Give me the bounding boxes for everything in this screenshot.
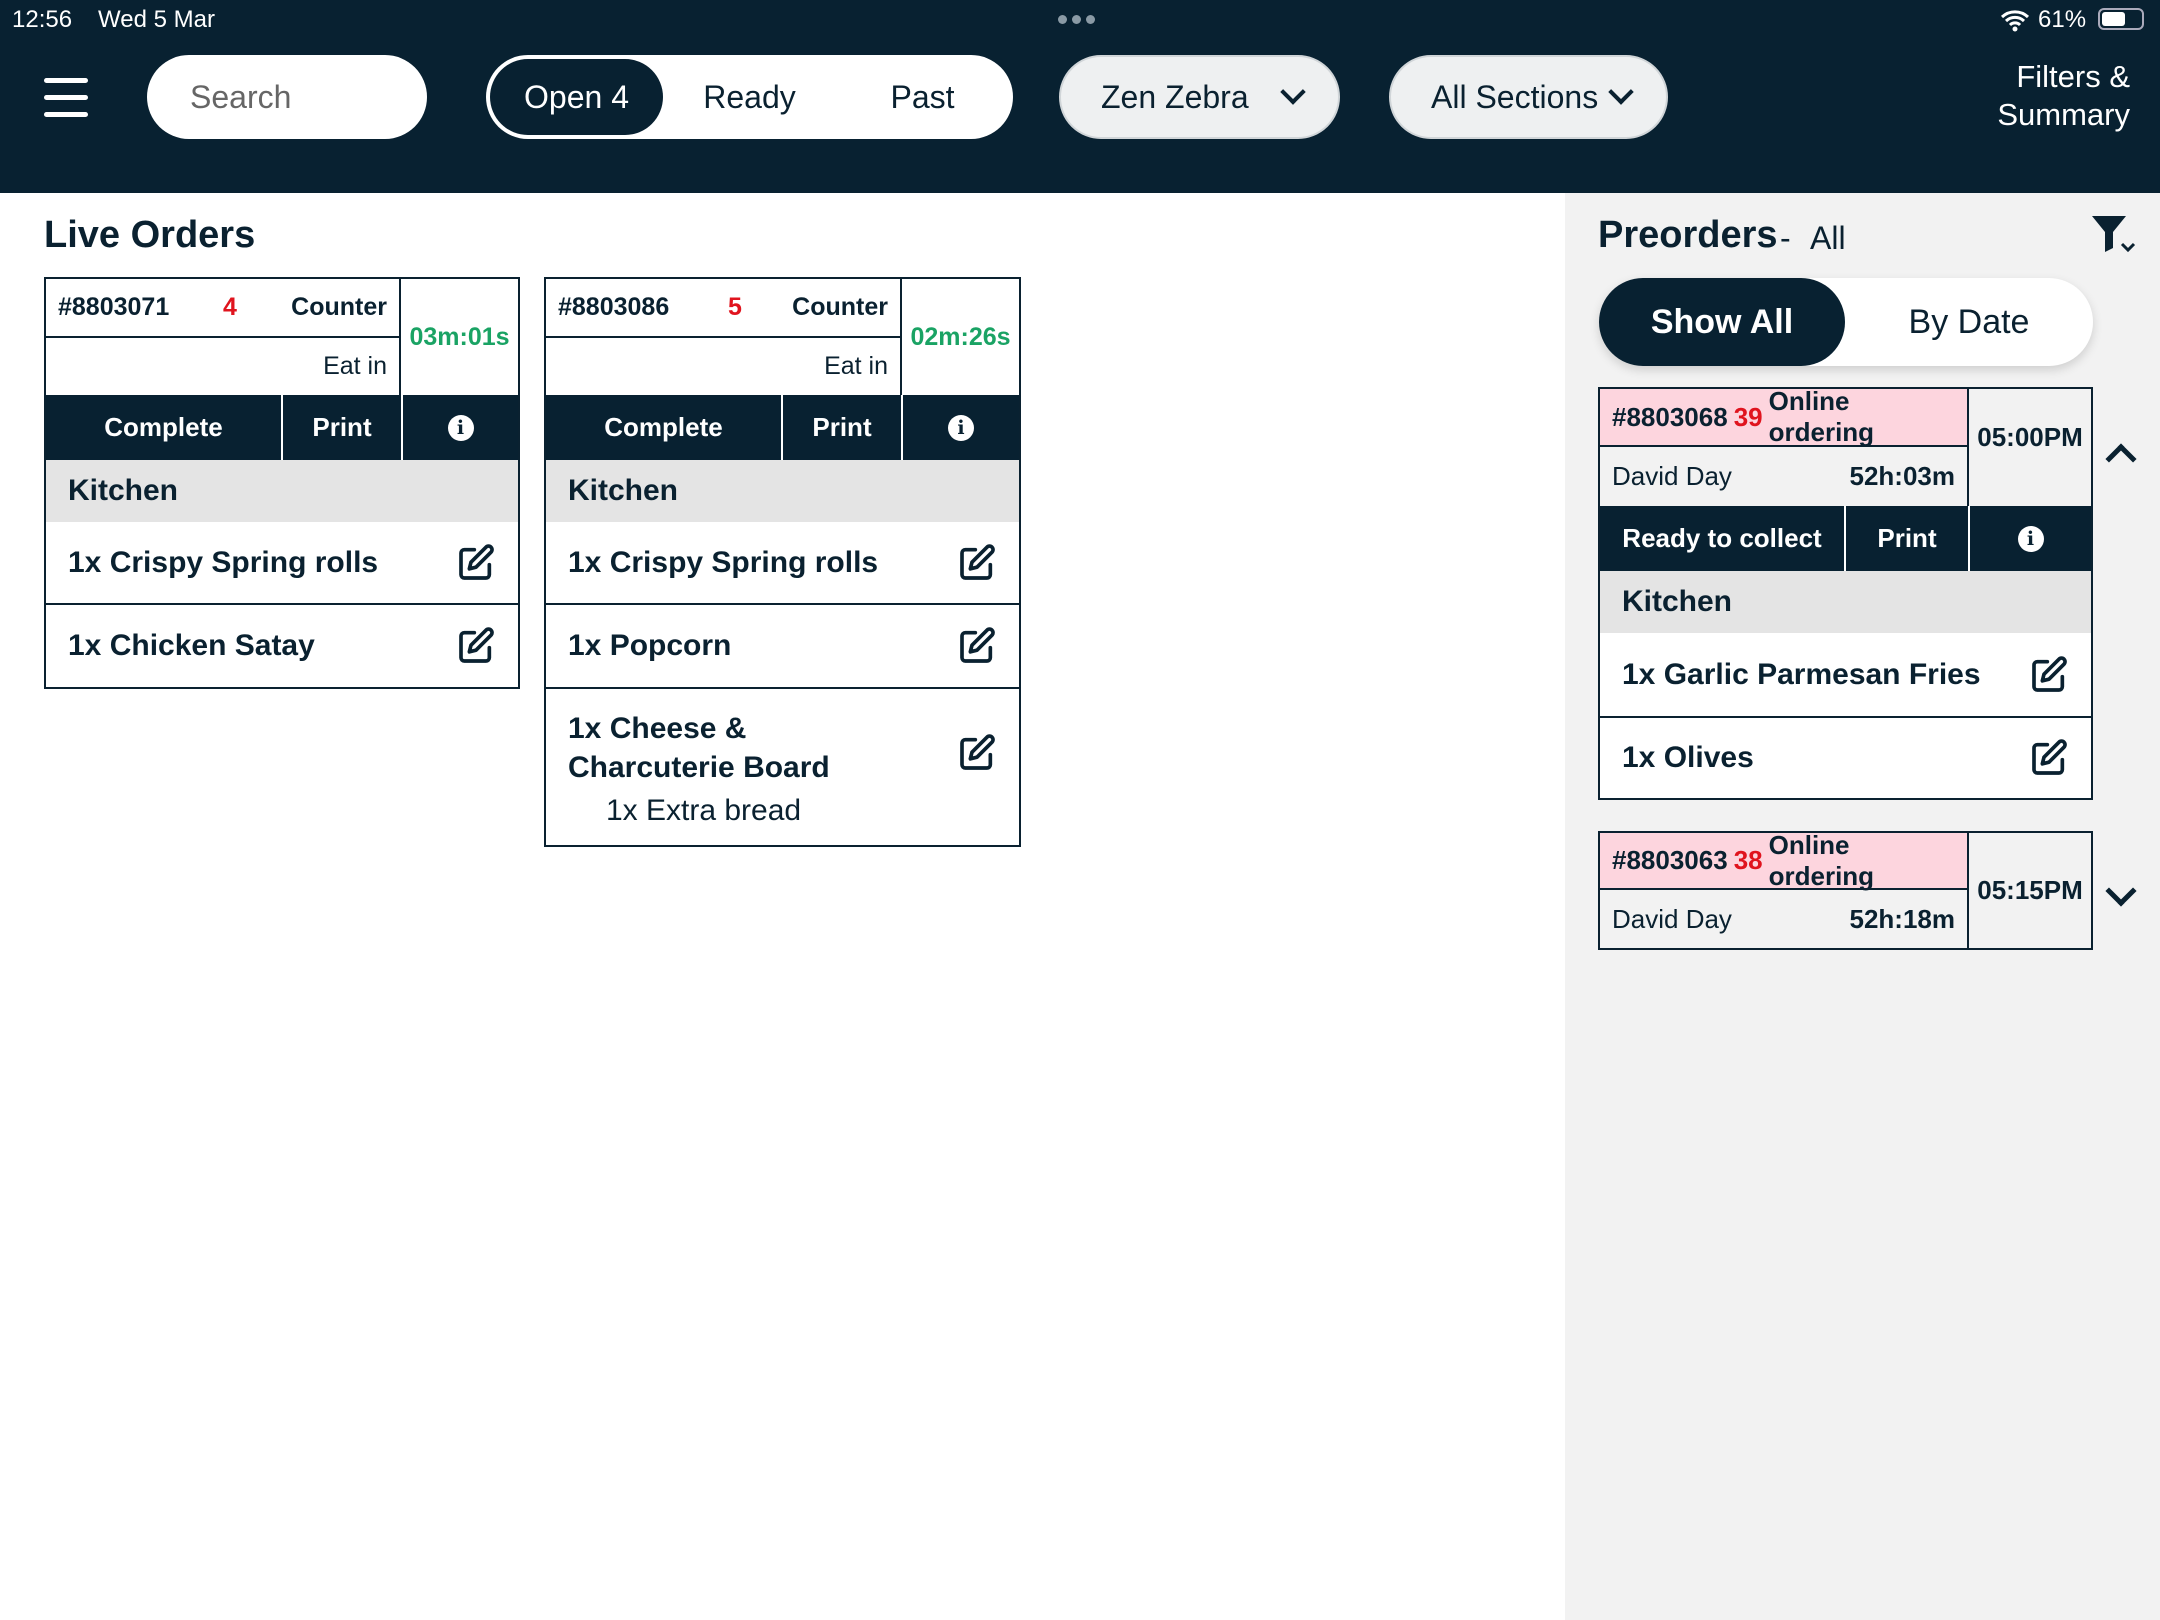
tab-open[interactable]: Open 4 [490,59,663,135]
print-button[interactable]: Print [1846,506,1970,571]
order-id: #8803071 [58,293,170,321]
section-header: Kitchen [546,460,1019,522]
item-name: 1x Chicken Satay [68,629,315,662]
item-name: 1x Popcorn [568,629,732,662]
order-timer: 02m:26s [910,322,1011,351]
sections-dropdown[interactable]: All Sections [1389,55,1668,139]
order-item: 1x Olives [1600,716,2091,798]
menu-icon[interactable] [44,78,88,117]
item-name: 1x Olives [1622,741,1754,774]
edit-icon[interactable] [2029,738,2069,778]
preorders-title: Preorders [1598,214,1778,256]
section-header: Kitchen [1600,571,2091,633]
tab-ready[interactable]: Ready [703,78,796,115]
multitasking-dots-icon[interactable] [1058,15,1095,24]
status-date: Wed 5 Mar [98,6,215,33]
filter-icon[interactable] [2090,214,2136,256]
edit-icon[interactable] [957,543,997,583]
edit-icon[interactable] [456,626,496,666]
venue-label: Zen Zebra [1101,78,1249,115]
print-button[interactable]: Print [283,395,403,460]
edit-icon[interactable] [957,733,997,773]
print-button[interactable]: Print [783,395,903,460]
order-item: 1x Cheese & Charcuterie Board 1x Extra br… [546,687,1019,845]
complete-button[interactable]: Complete [46,395,283,460]
by-date-toggle[interactable]: By Date [1908,302,2030,341]
top-bar: 12:56 Wed 5 Mar 61% Search Open 4 Ready … [0,0,2160,193]
preorders-view-toggle: Show All By Date [1599,278,2093,366]
preorder-card: #8803063 38 Online ordering David Day 52h:1… [1598,829,2093,950]
live-orders-title: Live Orders [44,214,256,256]
battery-icon [2098,8,2144,30]
filters-label: Filters & [2016,59,2130,94]
section-header: Kitchen [46,460,518,522]
customer-name: David Day [1612,461,1732,491]
filters-summary-button[interactable]: Filters & Summary [1997,58,2130,134]
tab-past[interactable]: Past [890,78,955,115]
customer-name: David Day [1612,903,1732,934]
order-type: Eat in [824,352,888,380]
wifi-icon [2000,10,2030,32]
edit-icon[interactable] [456,543,496,583]
order-item: 1x Crispy Spring rolls [46,522,518,603]
item-name: 1x Crispy Spring rolls [568,545,879,579]
order-card: #8803086 5 Counter Eat in 02m:26s Comple… [544,277,1021,847]
info-icon: i [447,414,474,441]
order-id: #8803063 [1612,845,1728,875]
pickup-time: 05:15PM [1977,875,2083,905]
order-id: #8803068 [1612,401,1728,432]
item-name: 1x Crispy Spring rolls [68,545,379,579]
info-button[interactable]: i [403,395,518,460]
order-number: 38 [1733,845,1763,875]
info-button[interactable]: i [903,395,1019,460]
order-type: Eat in [323,352,387,380]
item-name: 1x Garlic Parmesan Fries [1622,657,1981,691]
chevron-down-icon [1608,79,1634,105]
item-name: 1x Cheese & Charcuterie Board [568,712,830,784]
order-status-tabs: Open 4 Ready Past [486,55,1013,139]
order-number: 39 [1733,401,1763,432]
show-all-toggle[interactable]: Show All [1599,278,1845,366]
order-source: Online ordering [1768,386,1875,447]
info-button[interactable]: i [1970,506,2091,571]
elapsed-time: 52h:03m [1849,461,1956,491]
item-modifier: 1x Extra bread [606,794,802,827]
preorder-card: #8803068 39 Online ordering David Day 52h:0… [1598,386,2093,800]
search-placeholder: Search [190,78,292,115]
order-source: Counter [792,293,888,321]
order-card: #8803071 4 Counter Eat in 03m:01s Comple… [44,277,520,689]
search-input[interactable]: Search [147,55,427,139]
venue-dropdown[interactable]: Zen Zebra [1059,55,1340,139]
order-item: 1x Popcorn [546,603,1019,687]
edit-icon[interactable] [957,626,997,666]
table-number: 4 [223,293,237,321]
elapsed-time: 52h:18m [1849,903,1956,934]
order-id: #8803086 [558,293,670,321]
order-source: Online ordering [1768,829,1875,891]
edit-icon[interactable] [2029,655,2069,695]
order-item: 1x Garlic Parmesan Fries [1600,633,2091,716]
order-item: 1x Chicken Satay [46,603,518,687]
info-icon: i [2017,525,2044,552]
battery-percent: 61% [2038,6,2087,33]
order-source: Counter [291,293,387,321]
info-icon: i [948,414,974,441]
order-item: 1x Crispy Spring rolls [546,522,1019,603]
ready-to-collect-button[interactable]: Ready to collect [1600,506,1846,571]
summary-label: Summary [1997,97,2130,132]
chevron-down-icon [1280,79,1306,105]
table-number: 5 [728,293,742,321]
complete-button[interactable]: Complete [546,395,783,460]
sections-label: All Sections [1431,78,1599,115]
order-timer: 03m:01s [409,322,510,351]
status-time: 12:56 [12,6,73,33]
pickup-time: 05:00PM [1977,422,2083,452]
preorders-filter-separator: - [1780,220,1791,256]
preorders-filter-label: All [1810,220,1846,256]
